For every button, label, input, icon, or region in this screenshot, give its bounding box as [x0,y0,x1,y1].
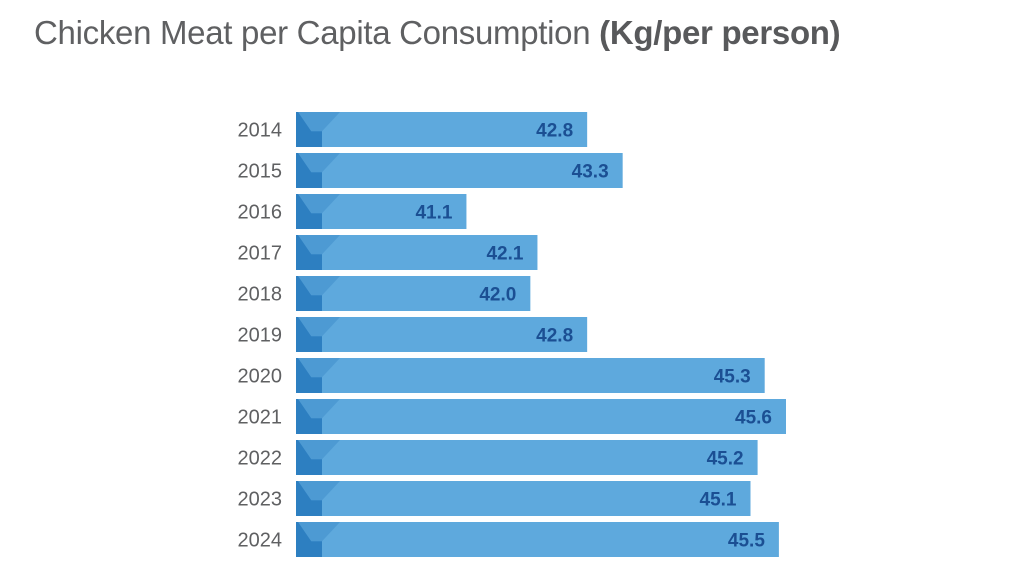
bar-accent-edge-2018 [296,276,322,311]
bar-group-2020: 2020 45.3 [238,358,765,393]
value-label-2020: 45.3 [714,367,751,388]
bar-accent-edge-2022 [296,440,322,475]
bar-group-2023: 2023 45.1 [238,481,751,516]
bar-2014 [296,112,588,147]
bar-group-2014: 2014 42.8 [238,112,588,147]
bar-2021 [296,399,786,434]
value-label-2015: 43.3 [572,162,609,183]
category-label-2016: 2016 [238,202,283,224]
value-label-2017: 42.1 [486,244,523,265]
value-label-2023: 45.1 [700,490,737,511]
bar-accent-edge-2014 [296,112,322,147]
bar-group-2016: 2016 41.1 [238,194,467,229]
category-label-2024: 2024 [238,530,283,552]
category-label-2021: 2021 [238,407,283,429]
value-label-2014: 42.8 [536,121,573,142]
bar-group-2022: 2022 45.2 [238,440,758,475]
category-label-2023: 2023 [238,489,283,511]
chart-title-unit: (Kg/per person) [599,14,841,51]
bar-2023 [296,481,751,516]
bar-accent-edge-2017 [296,235,322,270]
bar-accent-edge-2024 [296,522,322,557]
value-label-2022: 45.2 [707,449,744,470]
bar-2019 [296,317,588,352]
bar-2020 [296,358,765,393]
bar-2024 [296,522,779,557]
chart-title-main: Chicken Meat per Capita Consumption [34,14,591,51]
value-label-2018: 42.0 [479,285,516,306]
bar-accent-edge-2015 [296,153,322,188]
bar-group-2018: 2018 42.0 [238,276,531,311]
bar-group-2021: 2021 45.6 [238,399,786,434]
chart-title: Chicken Meat per Capita Consumption (Kg/… [34,14,841,52]
value-label-2024: 45.5 [728,531,765,552]
category-label-2018: 2018 [238,284,283,306]
category-label-2019: 2019 [238,325,283,347]
bar-accent-edge-2020 [296,358,322,393]
bar-group-2017: 2017 42.1 [238,235,538,270]
bar-2015 [296,153,623,188]
value-label-2019: 42.8 [536,326,573,347]
bar-accent-edge-2023 [296,481,322,516]
bar-2017 [296,235,538,270]
category-label-2020: 2020 [238,366,283,388]
bar-2018 [296,276,531,311]
value-label-2016: 41.1 [415,203,452,224]
bar-2022 [296,440,758,475]
bar-accent-edge-2019 [296,317,322,352]
category-label-2014: 2014 [238,120,283,142]
bar-group-2015: 2015 43.3 [238,153,623,188]
bar-group-2019: 2019 42.8 [238,317,588,352]
bar-group-2024: 2024 45.5 [238,522,779,557]
bar-accent-edge-2021 [296,399,322,434]
category-label-2022: 2022 [238,448,283,470]
category-label-2017: 2017 [238,243,283,265]
category-label-2015: 2015 [238,161,283,183]
value-label-2021: 45.6 [735,408,772,429]
bar-accent-edge-2016 [296,194,322,229]
